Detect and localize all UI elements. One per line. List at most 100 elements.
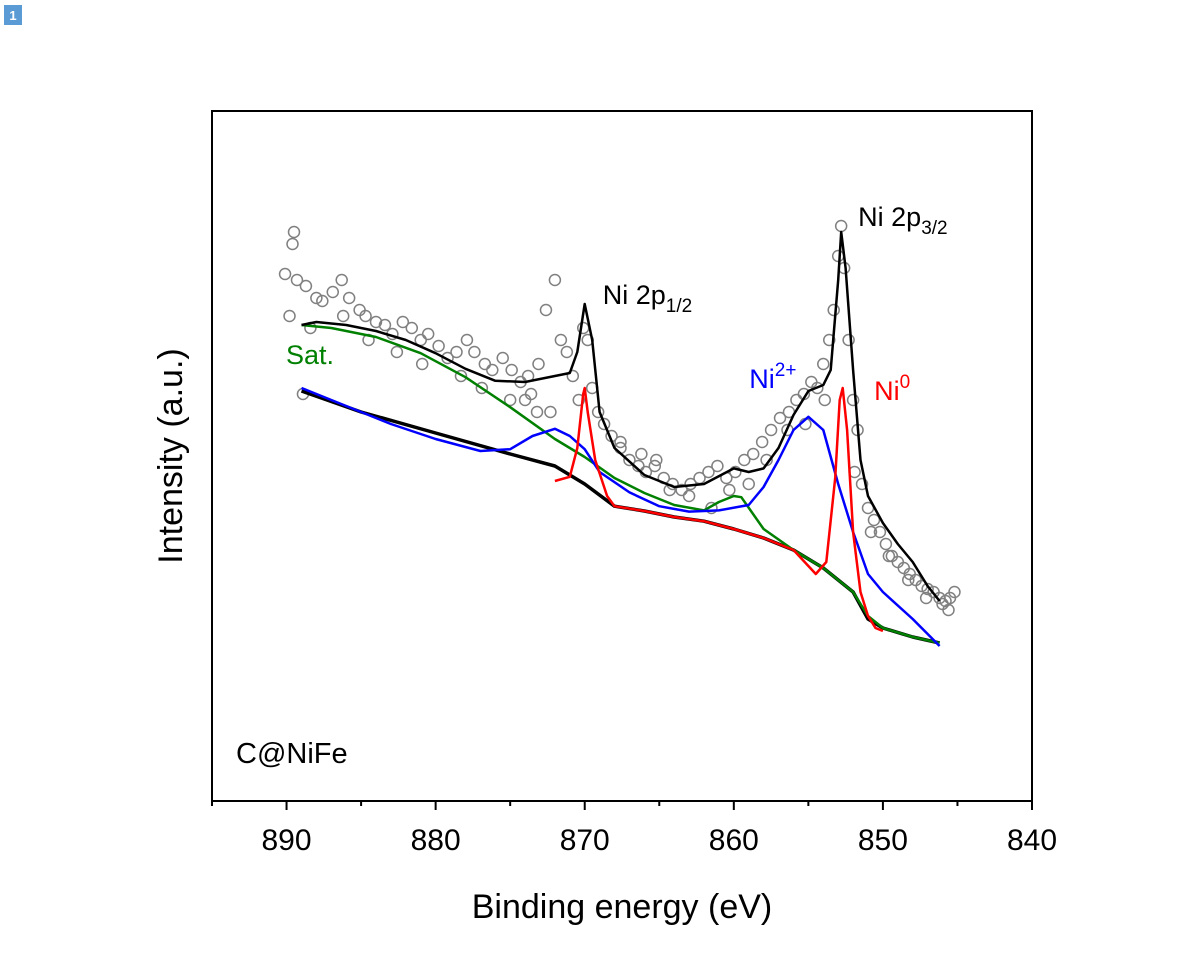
sat-line [301, 323, 940, 645]
data-point [287, 225, 301, 239]
data-point [405, 321, 419, 335]
x-axis: 890 880 870 860 850 840 [211, 801, 1057, 857]
data-point [746, 447, 760, 461]
data-point [548, 273, 562, 287]
data-point [342, 291, 356, 305]
data-point [524, 387, 538, 401]
data-point [326, 285, 340, 299]
data-point [650, 453, 663, 467]
data-point [846, 393, 860, 407]
data-point [827, 303, 840, 317]
data-point [468, 345, 481, 359]
data-point [764, 423, 778, 437]
data-point [702, 465, 715, 479]
data-point [532, 357, 545, 371]
plot-frame [211, 110, 1033, 802]
data-point [919, 591, 933, 605]
data-point [441, 351, 454, 365]
x-tick-label: 850 [858, 824, 908, 857]
data-point [635, 447, 648, 461]
data-point [755, 435, 769, 449]
x-tick-label: 870 [560, 824, 610, 857]
data-point [902, 573, 915, 587]
data-point [729, 465, 742, 479]
data-point [560, 345, 574, 359]
annotation-label: Ni 2p1/2 [603, 280, 692, 317]
data-point [882, 549, 896, 563]
data-point [648, 459, 662, 473]
data-point [518, 393, 532, 407]
data-point [505, 363, 518, 377]
data-point [353, 303, 366, 317]
x-tick-label: 880 [411, 824, 461, 857]
data-point [283, 309, 296, 323]
data-point [855, 477, 869, 491]
x-axis-label: Binding energy (eV) [472, 888, 773, 926]
data-point [831, 249, 845, 263]
data-point [738, 453, 751, 467]
x-tick-label: 860 [709, 824, 759, 857]
data-point [834, 219, 848, 233]
data-point [942, 603, 955, 617]
data-point [554, 333, 568, 347]
data-point [544, 405, 557, 419]
data-point [921, 582, 934, 596]
data-point [286, 237, 299, 251]
data-point [503, 393, 517, 407]
data-point [335, 273, 348, 287]
envelope-line [301, 230, 941, 602]
data-point [450, 345, 463, 359]
x-tick-label: 840 [1007, 824, 1057, 857]
background-line [300, 389, 940, 645]
ni2-line [301, 386, 941, 647]
data-point [811, 381, 824, 395]
data-point [369, 315, 383, 329]
data-point [879, 537, 893, 551]
data-point [478, 357, 492, 371]
data-point [623, 453, 636, 467]
ni0-line [554, 386, 884, 633]
data-point [948, 585, 961, 599]
data-point [415, 357, 429, 371]
data-point [475, 381, 489, 395]
data-point [723, 483, 736, 497]
data-point [290, 273, 304, 287]
data-point [805, 375, 818, 389]
data-point [316, 294, 329, 308]
data-point [278, 267, 292, 281]
data-point [817, 357, 830, 371]
data-point [742, 477, 755, 491]
data-point [597, 417, 611, 431]
annotation-label: Sat. [286, 340, 334, 370]
data-point [460, 333, 474, 347]
data-point [530, 405, 544, 419]
data-point [842, 333, 855, 347]
data-point [773, 411, 787, 425]
page-number-badge: 1 [4, 5, 22, 25]
data-point [390, 345, 404, 359]
data-point [897, 561, 911, 575]
data-point [421, 327, 435, 341]
data-point [572, 393, 586, 407]
data-point [396, 315, 410, 329]
annotation-label: Ni0 [874, 372, 910, 406]
data-point [711, 459, 724, 473]
data-point [682, 489, 696, 503]
data-point [310, 291, 323, 305]
data-point [675, 483, 688, 497]
data-point [566, 369, 580, 383]
annotation-label: Ni 2p3/2 [858, 202, 947, 239]
data-point [822, 333, 836, 347]
x-tick-label: 890 [262, 824, 312, 857]
data-point [614, 435, 627, 449]
data-point [299, 279, 313, 293]
data-point [359, 309, 372, 323]
data-point [539, 303, 553, 317]
y-axis-label: Intensity (a.u.) [152, 348, 190, 563]
data-point [496, 351, 509, 365]
data-point [818, 393, 832, 407]
data-point [873, 525, 887, 539]
annotation-label: Ni2+ [749, 360, 796, 394]
sample-label: C@NiFe [236, 738, 348, 770]
